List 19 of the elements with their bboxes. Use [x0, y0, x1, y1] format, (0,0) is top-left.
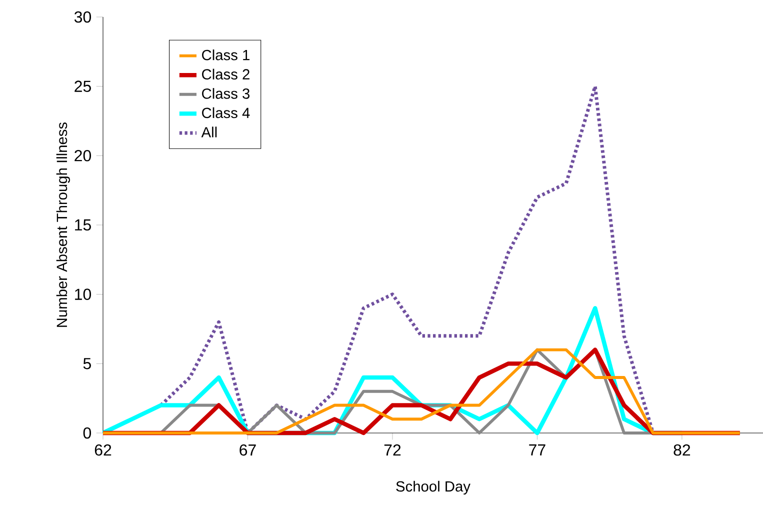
x-tick-label: 72 — [384, 444, 401, 456]
x-axis-title: School Day — [396, 480, 470, 495]
x-tick-label: 67 — [240, 444, 256, 456]
y-axis-title: Number Absent Through Illness — [56, 122, 70, 327]
legend-label: Class 2 — [202, 68, 250, 80]
x-tick-label: 77 — [529, 444, 546, 456]
y-tick-label: 10 — [75, 288, 92, 300]
x-tick-label: 82 — [674, 444, 690, 456]
legend-label: Class 4 — [202, 107, 250, 118]
legend-label: All — [201, 126, 217, 138]
legend-label: Class 3 — [202, 88, 250, 99]
x-tick-label: 62 — [94, 444, 112, 456]
y-tick-label: 0 — [83, 427, 92, 439]
y-tick-label: 25 — [74, 80, 91, 92]
y-tick-label: 5 — [83, 358, 91, 370]
y-tick-label: 20 — [74, 150, 92, 162]
y-tick-label: 15 — [75, 219, 91, 231]
legend-label: Class 1 — [202, 49, 250, 60]
y-tick-label: 30 — [74, 11, 92, 23]
